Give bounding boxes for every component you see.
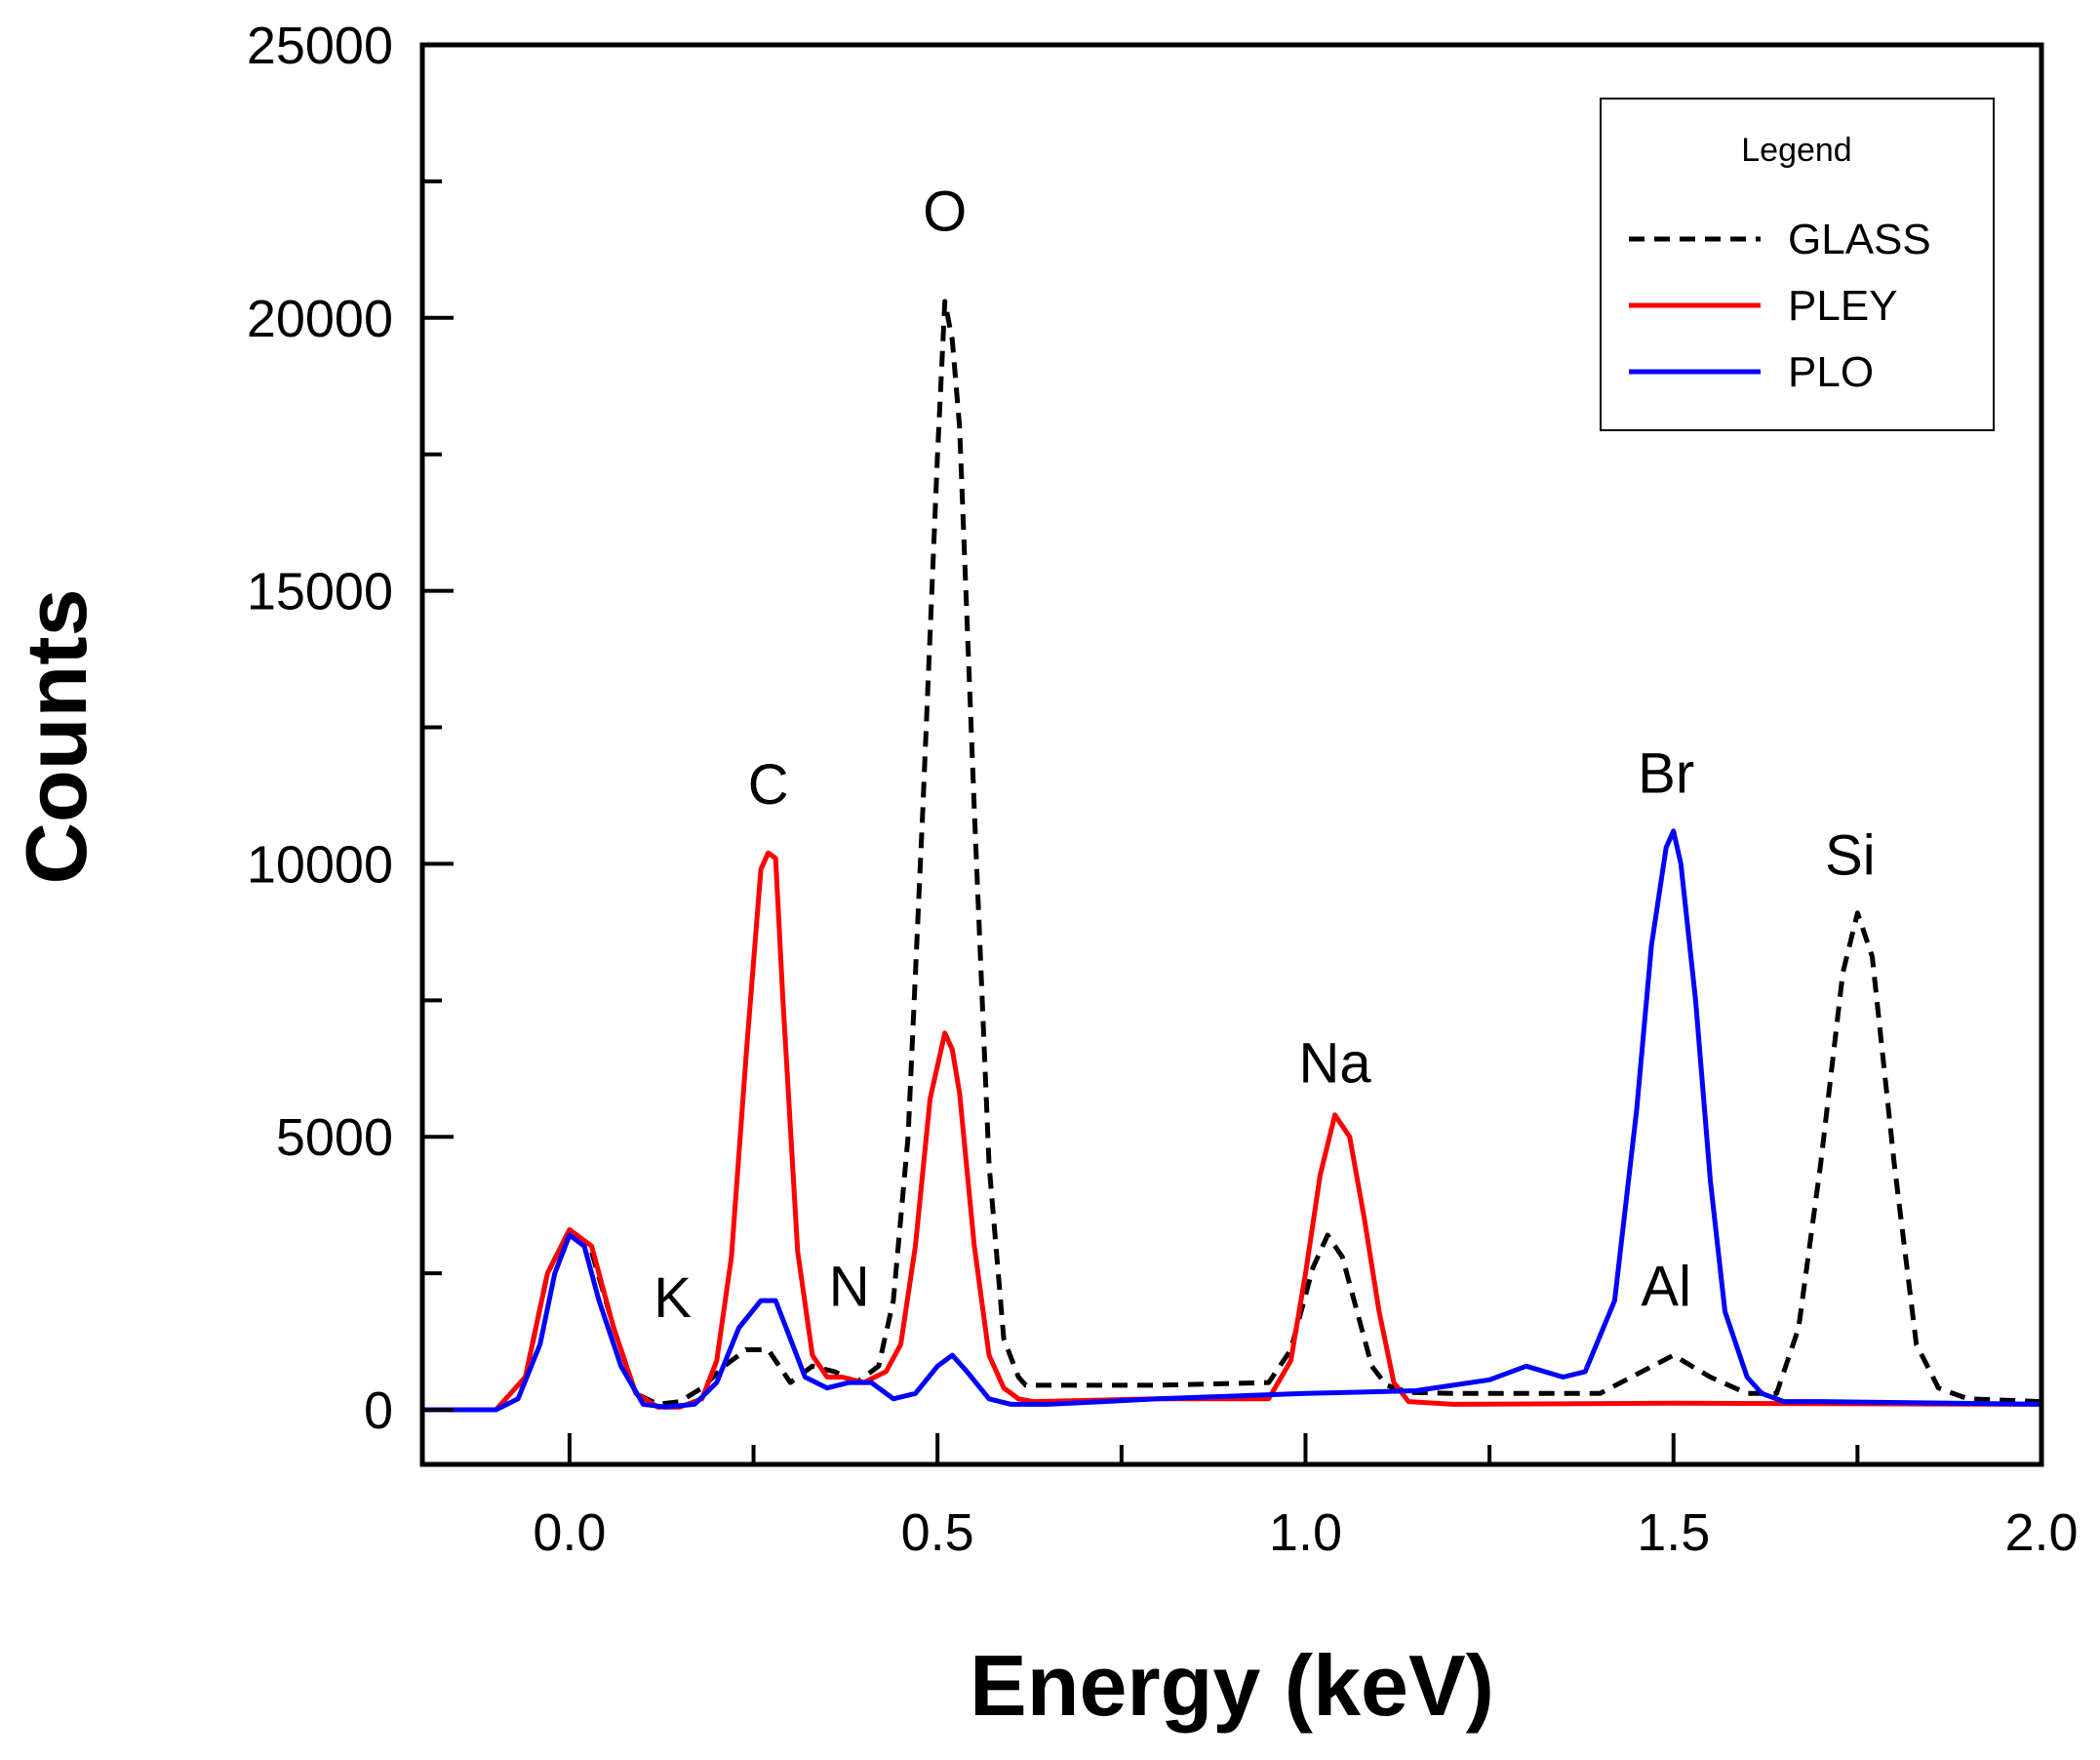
peak-label-na: Na: [1299, 1031, 1372, 1095]
y-tick-label: 0: [364, 1381, 393, 1440]
ticks-layer: 0.0 0.5 1.0 1.5 2.0 0 5000 10000 15000 20000 25000: [247, 17, 2079, 1562]
x-tick-label: 2.0: [2004, 1503, 2078, 1562]
y-tick-label: 10000: [247, 835, 393, 894]
y-tick-label: 5000: [276, 1108, 393, 1167]
x-tick-label: 0.5: [901, 1503, 974, 1562]
plot-frame: [419, 42, 2044, 1467]
x-tick-label: 1.0: [1269, 1503, 1342, 1562]
series-layer: [422, 299, 2042, 1413]
legend-label-plo: PLO: [1788, 348, 1874, 396]
series-line-glass: [422, 299, 2042, 1413]
peak-label-c: C: [748, 753, 789, 817]
x-tick-label: 1.5: [1637, 1503, 1710, 1562]
legend-label-glass: GLASS: [1788, 216, 1931, 263]
y-tick-label: 25000: [247, 17, 393, 75]
annotation-layer: O C K N Na Br Al Si: [654, 180, 1875, 1330]
y-tick-label: 20000: [247, 290, 393, 348]
legend-title: Legend: [1741, 132, 1851, 169]
y-axis-title: Counts: [8, 588, 104, 884]
legend-box: [1600, 98, 1995, 431]
peak-label-br: Br: [1638, 742, 1694, 806]
peak-label-al: Al: [1641, 1256, 1691, 1319]
peak-label-si: Si: [1825, 824, 1876, 888]
series-line-plo: [422, 828, 2042, 1413]
x-axis-title: Energy (keV): [970, 1637, 1494, 1734]
legend-entries: GLASS PLEY PLO: [1629, 216, 1931, 396]
y-tick-label: 15000: [247, 563, 393, 621]
legend-label-pley: PLEY: [1788, 282, 1898, 330]
peak-label-k: K: [654, 1266, 692, 1330]
peak-label-o: O: [923, 180, 967, 243]
legend: Legend GLASS PLEY PLO: [1600, 98, 1995, 431]
peak-label-n: N: [829, 1256, 870, 1319]
x-tick-label: 0.0: [533, 1503, 606, 1562]
